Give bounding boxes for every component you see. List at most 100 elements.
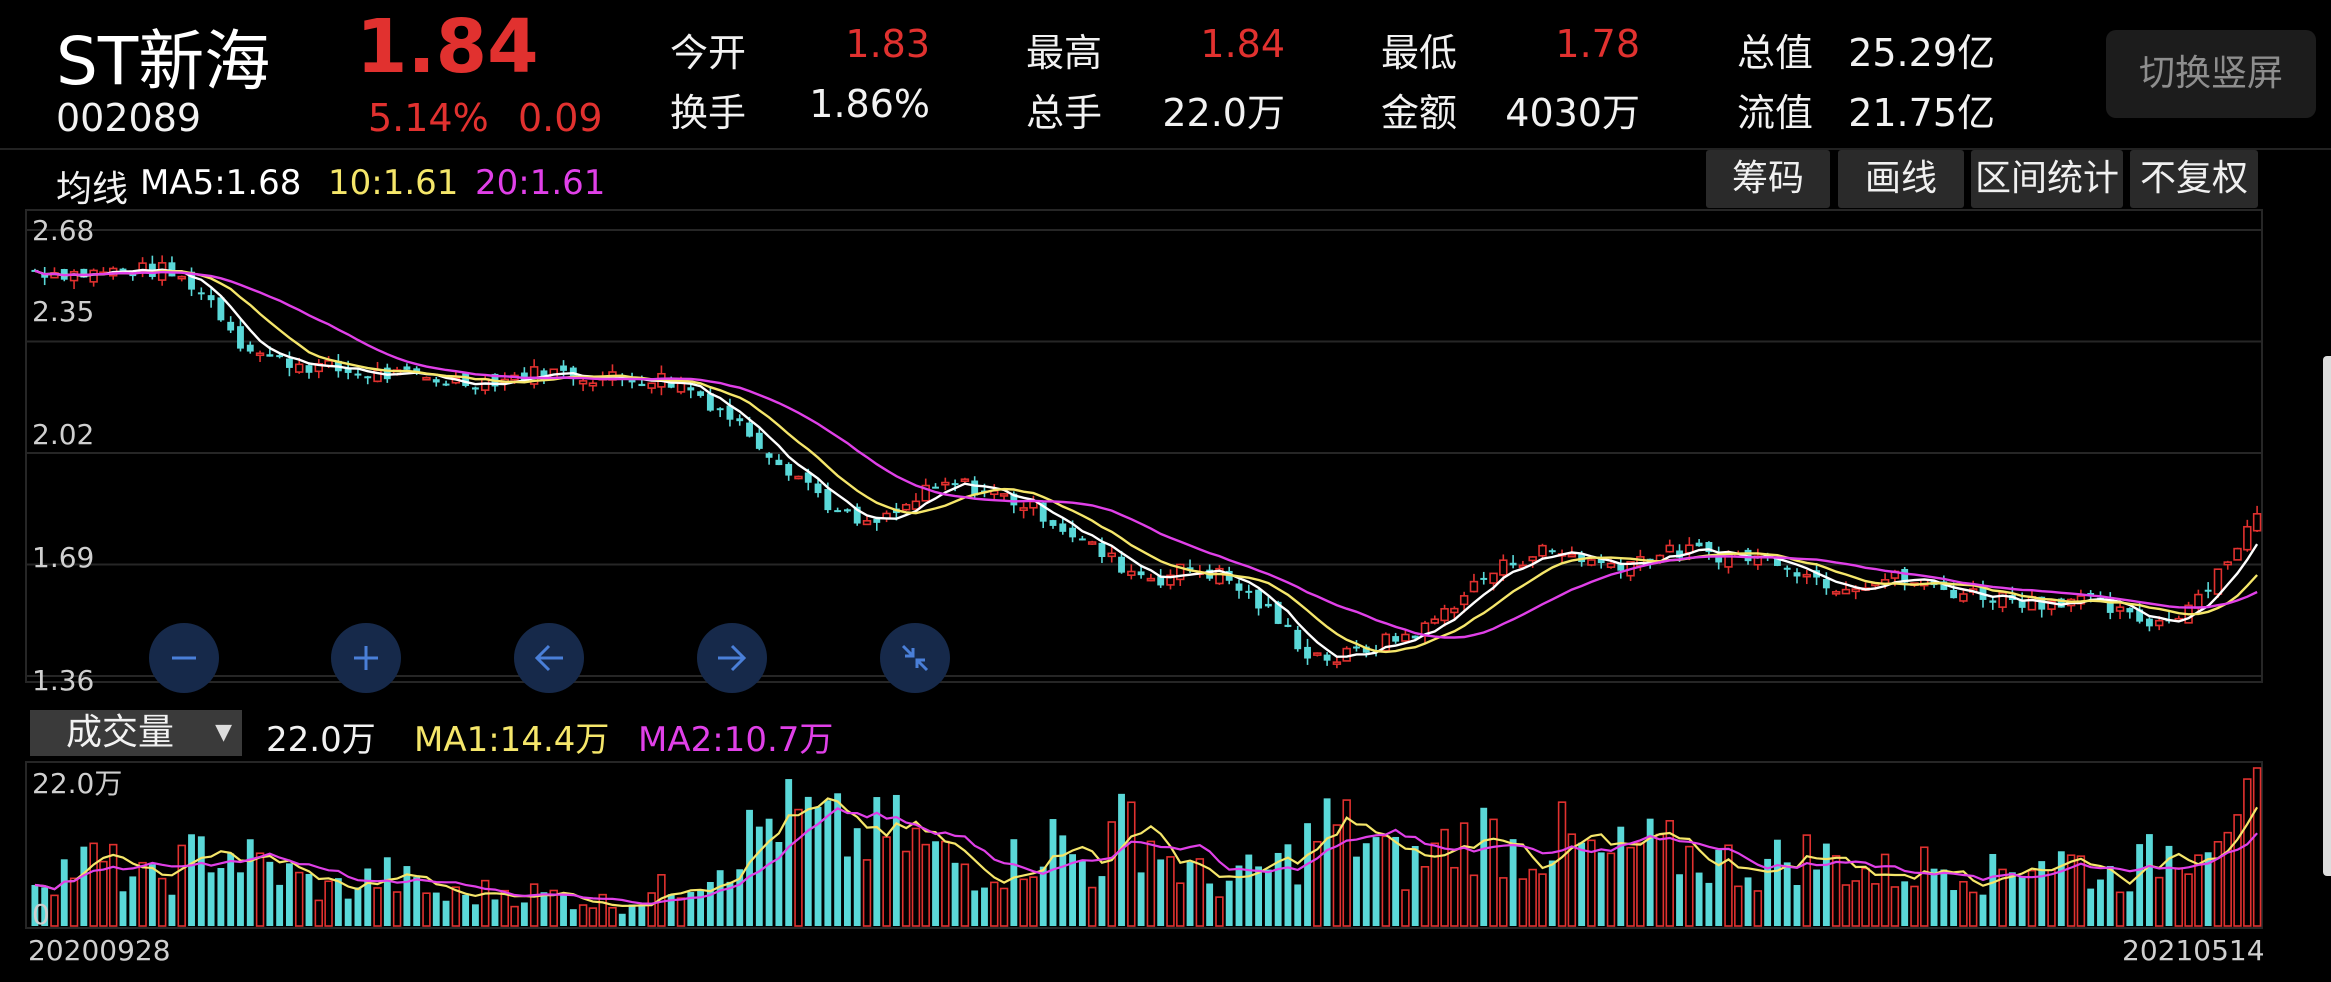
candle-down [638, 383, 646, 387]
scroll-left-button[interactable] [514, 623, 584, 693]
candle-up [647, 382, 656, 389]
volume-bar-up [1029, 876, 1038, 927]
draw-line-button[interactable]: 画线 [1838, 150, 1964, 208]
volume-bar-down [354, 887, 362, 926]
volume-bar-up [1890, 886, 1900, 927]
volume-bar-up [794, 808, 803, 927]
quote-label-turnover: 换手 [670, 91, 747, 135]
volume-bar-up [882, 836, 891, 927]
volume-bar-up [294, 871, 304, 927]
candle-up [2252, 513, 2262, 532]
candle-up [941, 481, 950, 486]
candle-down [706, 393, 714, 411]
volume-ma-lines [34, 797, 2259, 908]
volume-bar-down [1304, 823, 1311, 926]
candle-up [1176, 563, 1185, 581]
candle-down [2136, 609, 2144, 622]
volume-bar-up [1606, 852, 1616, 927]
zoom-in-button[interactable] [331, 623, 401, 693]
candle-down [168, 262, 176, 277]
quote-value-amount: 4030万 [1505, 91, 1640, 135]
candle-up [1313, 652, 1322, 656]
reset-zoom-button[interactable] [880, 623, 950, 693]
volume-bar-up [451, 886, 461, 927]
candle-down [246, 344, 254, 352]
indicator-select[interactable]: 成交量 ▼ [30, 710, 242, 756]
volume-bar-up [1724, 844, 1733, 927]
candle-up [1489, 572, 1498, 584]
price-chart[interactable] [0, 208, 2331, 708]
range-stats-button[interactable]: 区间统计 [1971, 150, 2123, 208]
candle-up [2213, 568, 2223, 595]
candle-up [89, 269, 98, 283]
volume-bar-down [843, 856, 851, 926]
price-grid [25, 209, 2263, 683]
quote-label-amount: 金额 [1381, 91, 1458, 135]
volume-bar-down [207, 872, 215, 926]
candle-down [1284, 624, 1292, 627]
candle-down [951, 483, 959, 486]
candle-down [2038, 596, 2046, 610]
no-adjust-button[interactable]: 不复权 [2130, 150, 2258, 208]
volume-bar-up [1215, 896, 1224, 927]
side-handle[interactable] [2323, 356, 2331, 876]
volume-bar-down [1548, 860, 1556, 926]
volume-bar-down [2038, 861, 2046, 926]
candle-down [1676, 550, 1683, 558]
volume-bar-down [1294, 884, 1302, 926]
candle-down [462, 373, 470, 386]
volume-bar-down [1157, 859, 1165, 926]
candle-down [2057, 598, 2065, 608]
volume-bar-up [1567, 833, 1577, 927]
volume-bar-down [746, 809, 753, 926]
candle-down [2204, 589, 2212, 592]
candle-down [1548, 550, 1556, 553]
volume-bar-up [500, 889, 510, 927]
candle-down [1294, 629, 1302, 650]
volume-bar-up [901, 850, 911, 927]
volume-bar-up [2174, 867, 2184, 927]
candle-up [1166, 574, 1175, 586]
candle-down [843, 509, 851, 512]
zoom-out-button[interactable] [149, 623, 219, 693]
candle-down [1098, 542, 1106, 557]
volume-bar-up [1861, 867, 1870, 927]
candle-up [1528, 556, 1537, 562]
volume-bar-down [285, 863, 293, 926]
candle-down [1597, 558, 1605, 564]
volume-bar-down [1235, 865, 1243, 926]
volume-bar-up [1401, 889, 1410, 927]
candle-down [834, 510, 842, 513]
candle-up [1332, 661, 1342, 665]
candle-down [207, 295, 215, 301]
volume-bar-up [1841, 884, 1851, 927]
volume-bar-up [2154, 876, 2164, 927]
volume-bar-up [255, 852, 265, 927]
candle-down [1235, 583, 1243, 591]
volume-chart[interactable] [0, 760, 2331, 935]
volume-bar-down [129, 876, 137, 926]
volume-bar-down [1225, 880, 1233, 926]
volume-value: 22.0万 [266, 720, 376, 760]
quote-label-volume: 总手 [1026, 91, 1103, 135]
stock-code: 002089 [56, 96, 202, 140]
volume-bar-down [80, 846, 88, 926]
volume-bar-down [804, 796, 812, 926]
volume-bar-down [148, 864, 156, 926]
switch-portrait-button[interactable]: 切换竖屏 [2106, 30, 2316, 118]
volume-bar-up [392, 891, 402, 927]
volume-bar-up [1528, 868, 1537, 927]
price-tick: 2.35 [32, 295, 95, 328]
candle-down [814, 483, 822, 494]
arrow-left-icon [534, 644, 563, 672]
ma20-value: 20:1.61 [475, 163, 606, 203]
volume-bar-down [1137, 872, 1145, 926]
candle-up [1469, 580, 1479, 593]
candle-up [177, 275, 186, 280]
candle-down [1715, 553, 1723, 563]
candle-down [853, 506, 861, 524]
chips-button[interactable]: 筹码 [1706, 150, 1830, 208]
volume-bar-up [911, 827, 921, 927]
candle-down [755, 432, 763, 449]
scroll-right-button[interactable] [697, 623, 767, 693]
